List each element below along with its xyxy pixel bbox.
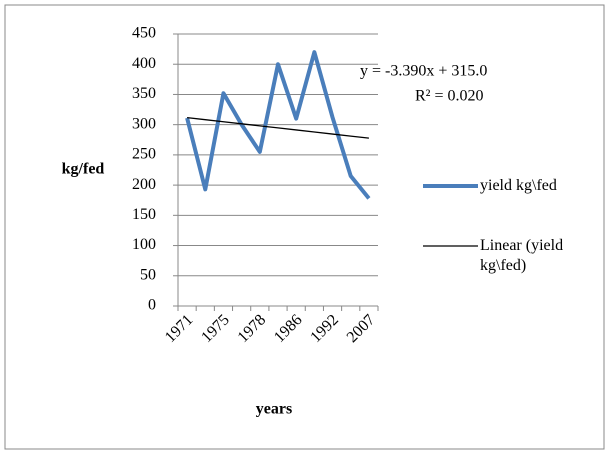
- y-tick-label: 100: [132, 236, 156, 253]
- y-tick-label: 400: [132, 55, 156, 72]
- legend-label: yield kg\fed: [480, 177, 557, 194]
- y-axis-label: kg/fed: [62, 161, 105, 178]
- y-tick-label: 450: [132, 25, 156, 42]
- data-line: [185, 50, 371, 200]
- y-tick-label: 150: [132, 206, 156, 223]
- chart-border: [4, 4, 605, 450]
- y-tick-label: 200: [132, 176, 156, 193]
- y-tick-label: 250: [132, 146, 156, 163]
- y-tick-label: 50: [140, 266, 156, 283]
- legend-label: Linear (yield kg\fed): [480, 237, 564, 274]
- x-axis-label: years: [256, 401, 292, 418]
- y-tick-label: 300: [132, 115, 156, 132]
- trend-line: [187, 117, 369, 139]
- equation: y = -3.390x + 315.0: [360, 63, 487, 80]
- r-squared: R² = 0.020: [415, 88, 484, 105]
- y-tick-label: 350: [132, 85, 156, 102]
- y-tick-label: 0: [148, 297, 156, 314]
